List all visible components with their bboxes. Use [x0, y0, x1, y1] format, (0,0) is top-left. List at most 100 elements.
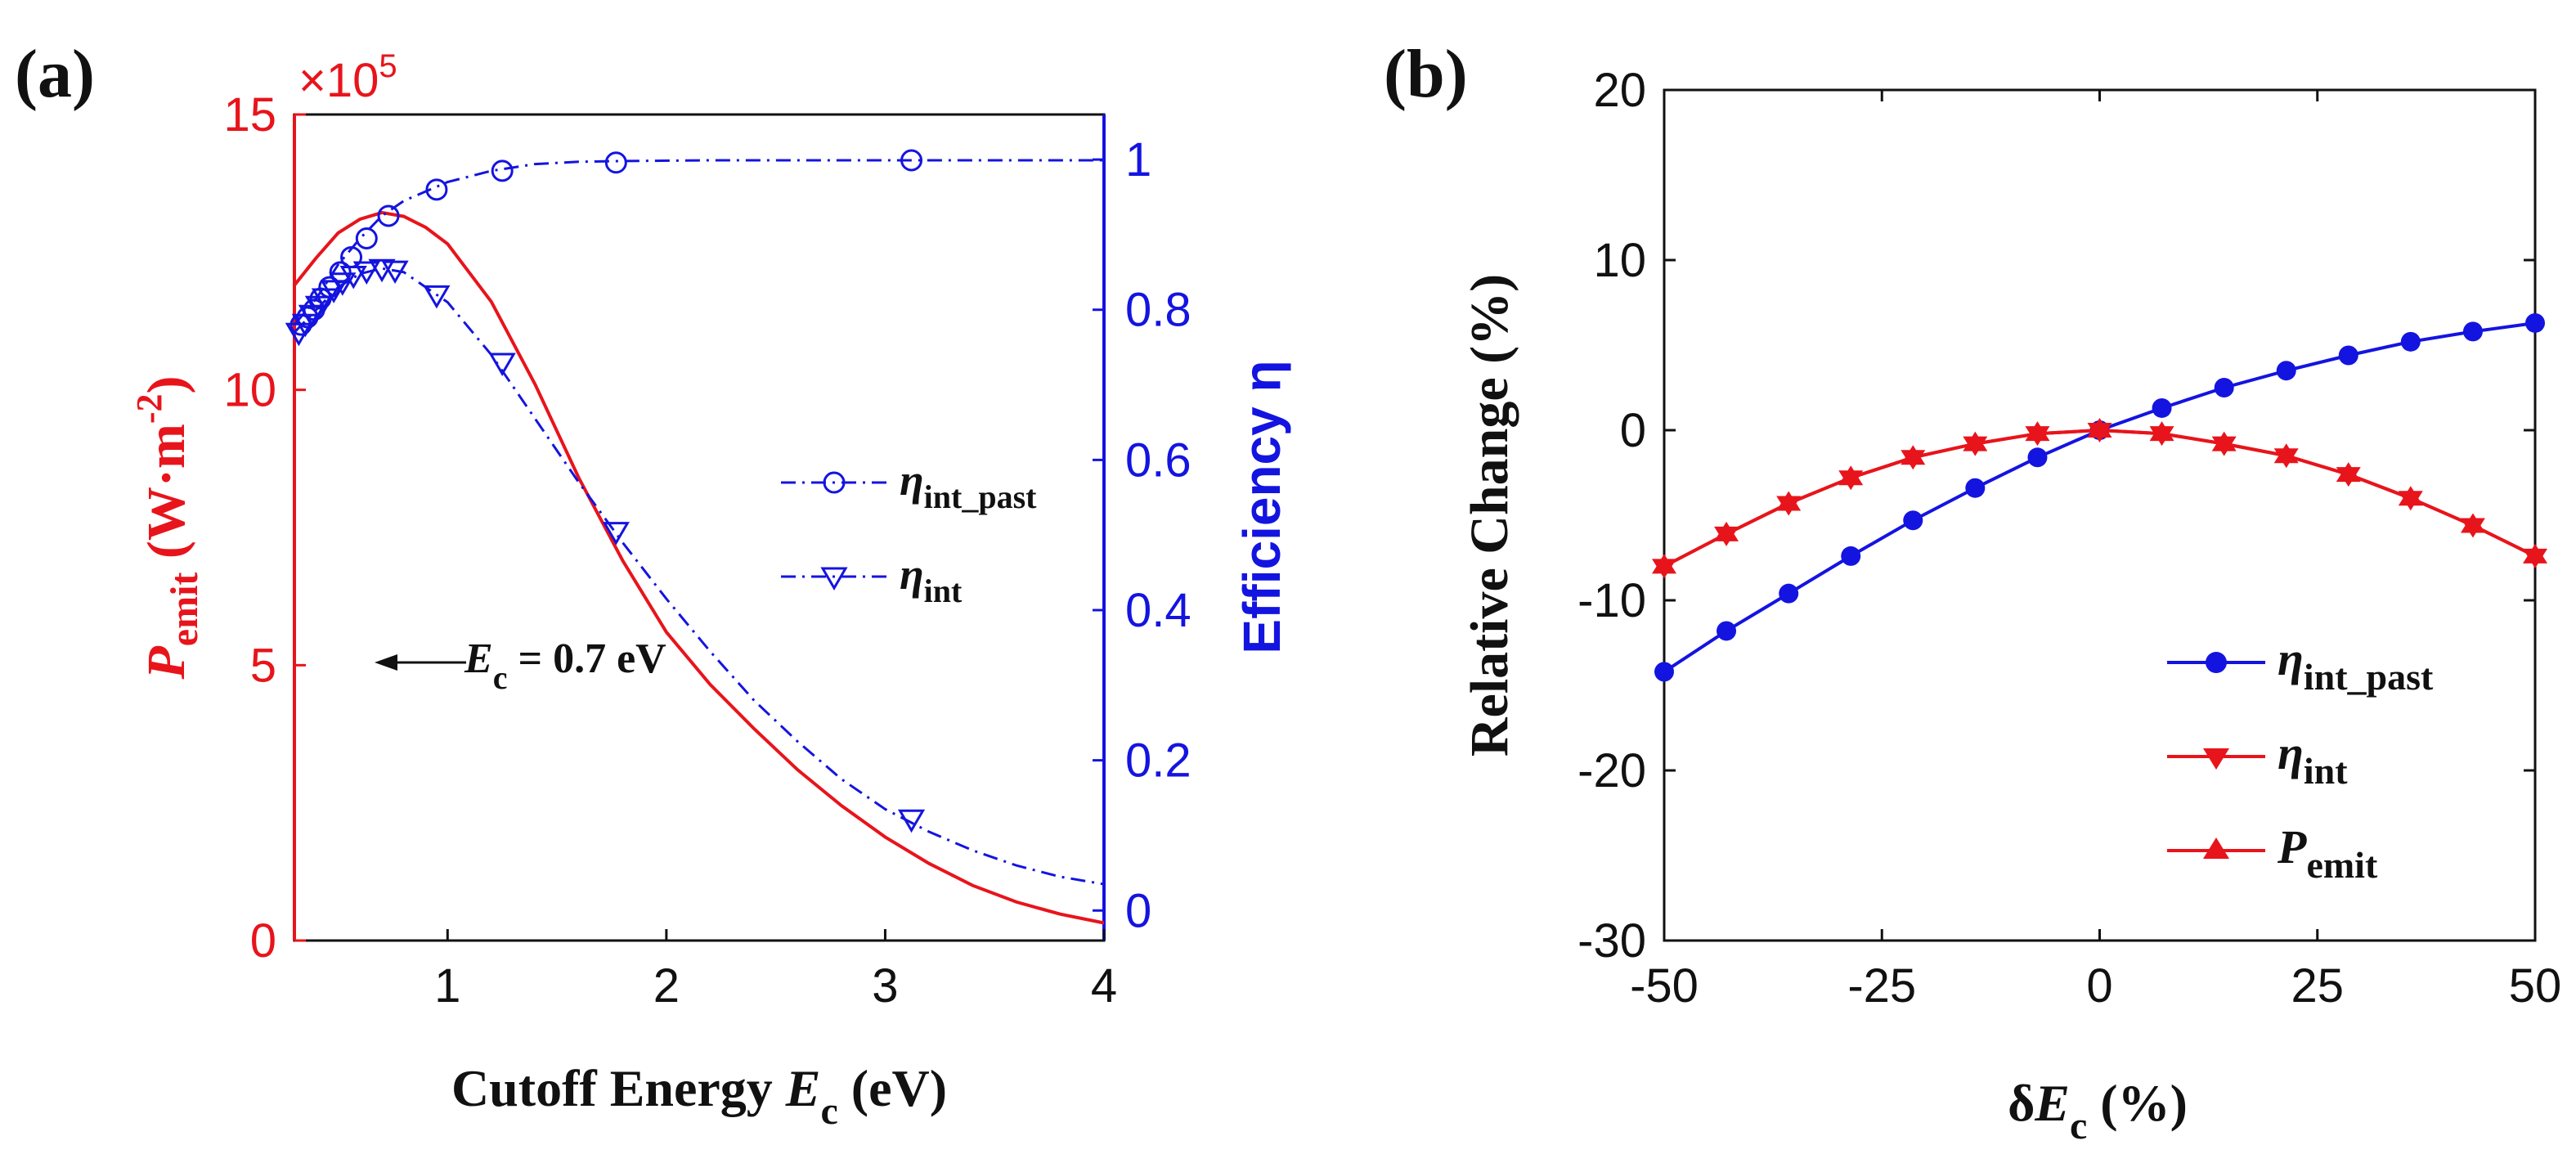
legend-label: Pemit: [2277, 820, 2378, 886]
marker-eta_int_past: [2152, 397, 2172, 418]
y-axis-ticks: -30 -20 -10 0 10 20: [1577, 64, 2535, 968]
marker-eta_int_past: [1717, 621, 1737, 641]
marker-eta_int_past: [1779, 583, 1799, 604]
marker-eta_int_past: [2462, 321, 2483, 342]
marker-P_emit: [2273, 443, 2299, 464]
y-axis-label: Relative Change (%): [1460, 274, 1519, 757]
marker-eta_int: [423, 285, 451, 309]
marker-P_emit: [2460, 513, 2485, 533]
marker-eta_int: [381, 260, 409, 285]
panel-b: (b) -50 -25 0 25 50 -30 -20 -10 0 10 20 Relative …: [1384, 36, 2561, 1147]
panel-b-plot-frame: [1663, 88, 2537, 942]
marker-P_emit: [2336, 462, 2361, 483]
marker-P_emit: [2087, 418, 2112, 438]
x-tick-label: -25: [1847, 959, 1916, 1013]
left-tick-label: 5: [250, 639, 276, 692]
legend-label: ηint: [2278, 726, 2348, 792]
right-axis-label: Efficiency η: [1232, 360, 1291, 653]
marker-eta_int: [329, 272, 357, 296]
panel-a: (a) 1 2 3 4 0 5 10 15 0 0.2 0.4 0.6 0.8 1 ×105 Pemi…: [15, 36, 1291, 1133]
right-axis-ticks: 0 0.2 0.4 0.6 0.8 1: [1093, 133, 1192, 937]
marker-eta_int_past: [2276, 361, 2296, 381]
marker-eta_int_past: [604, 151, 627, 174]
legend-label: ηint: [900, 550, 963, 609]
y-tick-label: -10: [1577, 574, 1646, 627]
x-tick-label: 25: [2291, 959, 2344, 1013]
legend-item-eta-int-past: ηint_past: [2167, 632, 2434, 698]
marker-eta_int: [311, 288, 339, 312]
left-tick-label: 0: [250, 914, 276, 968]
right-tick-label: 0: [1125, 884, 1151, 937]
y-tick-label: -20: [1577, 744, 1646, 797]
legend-marker-triangle: [820, 567, 848, 590]
series-line-eta_int: [293, 267, 1105, 886]
panel-b-series: [1652, 312, 2547, 682]
marker-eta_int_past: [900, 149, 923, 172]
marker-eta_int_past: [355, 227, 378, 249]
marker-eta_int: [352, 261, 380, 285]
series-line-eta_int_past: [293, 159, 1104, 326]
legend-marker-triangle-up: [2203, 837, 2229, 859]
cutoff-annotation: Ec = 0.7 eV: [375, 635, 666, 696]
y-tick-label: 10: [1593, 234, 1646, 287]
right-tick-label: 0.8: [1125, 284, 1192, 337]
marker-eta_int: [602, 522, 630, 546]
y-tick-label: 0: [1620, 404, 1646, 457]
legend-item-eta-int: ηint: [781, 550, 963, 609]
marker-eta_int_past: [1654, 662, 1674, 682]
left-axis-ticks: 0 5 10 15: [223, 88, 306, 968]
marker-P_emit: [1901, 445, 1926, 465]
right-tick-label: 0.6: [1125, 433, 1192, 487]
legend-marker-circle: [2206, 652, 2227, 673]
marker-eta_int_past: [377, 204, 400, 227]
panel-b-legend: ηint_past ηint Pemit: [2167, 632, 2434, 886]
marker-eta_int_past: [1965, 478, 1986, 498]
legend-marker-circle: [823, 471, 846, 494]
left-tick-label: 10: [223, 364, 276, 417]
marker-eta_int_past: [2400, 331, 2421, 352]
marker-P_emit: [1838, 465, 1864, 486]
marker-eta_int: [339, 265, 367, 290]
x-axis-label: Cutoff Energy Ec (eV): [451, 1059, 947, 1133]
right-tick-label: 0.4: [1125, 584, 1192, 637]
marker-eta_int_past: [491, 159, 514, 182]
panel-a-plot-frame: [293, 113, 1106, 942]
x-tick-label: 3: [872, 959, 898, 1013]
marker-P_emit: [2398, 486, 2423, 506]
left-axis-exponent: ×105: [298, 48, 397, 107]
marker-P_emit: [2149, 421, 2174, 442]
right-tick-label: 0.2: [1125, 734, 1192, 788]
annotation-arrow-head: [375, 654, 397, 671]
marker-eta_int: [320, 280, 348, 303]
series-line-P_emit: [293, 210, 1105, 925]
marker-P_emit: [1776, 491, 1802, 511]
x-tick-label: 4: [1091, 959, 1117, 1013]
marker-eta_int: [488, 352, 516, 376]
legend-item-p-emit: Pemit: [2167, 820, 2378, 886]
legend-item-eta-int: ηint: [2167, 726, 2348, 792]
panel-a-series: [285, 149, 1105, 925]
panel-a-legend: ηint_past ηint: [781, 456, 1037, 609]
x-tick-label: 0: [2086, 959, 2112, 1013]
marker-eta_int: [897, 809, 926, 833]
marker-P_emit: [1963, 431, 1988, 451]
marker-eta_int_past: [425, 178, 448, 201]
x-axis-ticks: -50 -25 0 25 50: [1630, 90, 2561, 1013]
marker-eta_int_past: [1903, 510, 1923, 531]
legend-marker-triangle-down: [2203, 748, 2229, 770]
left-axis-label: Pemit (W·m-2): [129, 375, 206, 680]
marker-P_emit: [2523, 543, 2547, 564]
marker-eta_int_past: [2338, 345, 2358, 366]
panel-b-label: (b): [1384, 36, 1468, 112]
marker-eta_int_past: [2214, 378, 2234, 397]
y-tick-label: -30: [1577, 914, 1646, 968]
x-tick-label: 2: [653, 959, 680, 1013]
x-tick-label: -50: [1630, 959, 1699, 1013]
y-tick-label: 20: [1593, 64, 1646, 117]
right-tick-label: 1: [1125, 133, 1151, 186]
legend-item-eta-int-past: ηint_past: [781, 456, 1037, 515]
marker-eta_int_past: [2525, 312, 2545, 333]
annotation-text: Ec = 0.7 eV: [464, 635, 666, 696]
x-axis-ticks: 1 2 3 4: [434, 929, 1117, 1013]
